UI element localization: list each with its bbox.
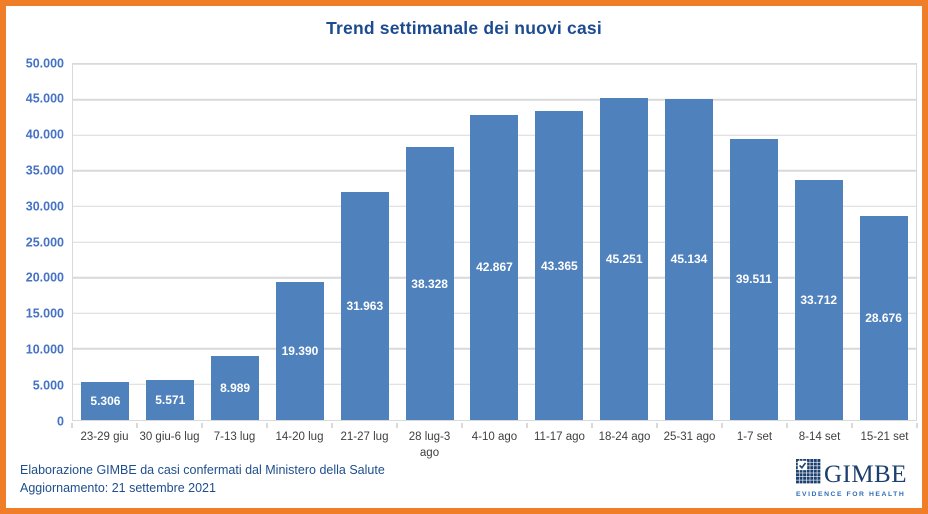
y-tick-label: 30.000 (25, 198, 64, 213)
y-tick-label: 25.000 (25, 234, 64, 249)
bar-25-31 ago: 45.134 (665, 98, 713, 420)
x-axis-tick (916, 422, 918, 428)
bar-slot: 42.867 (462, 64, 527, 420)
x-category-label: 15-21 set (860, 431, 909, 443)
bars: 5.306 5.571 8.989 19.390 31.963 38.328 42.867 4… (73, 64, 916, 420)
y-tick-label: 35.000 (25, 163, 64, 178)
x-axis-tick (136, 422, 138, 428)
bar-value-label: 45.134 (670, 252, 708, 267)
gimbe-logo: GIMBE EVIDENCE FOR HEALTH (795, 459, 907, 498)
bar-28 lug-3 ago: 38.328 (405, 147, 454, 420)
bar-value-label: 42.867 (476, 260, 513, 275)
y-tick-label: 15.000 (25, 306, 64, 321)
bar-value-label: 45.251 (605, 251, 643, 266)
x-axis-tick (721, 422, 723, 428)
bar-slot: 19.390 (268, 64, 333, 420)
bar-slot: 39.511 (721, 64, 786, 420)
x-axis-tick (526, 422, 528, 428)
x-category-label: 8-14 set (798, 431, 841, 443)
x-category-label: 28 lug-3 ago (408, 431, 451, 459)
x-axis-tick (71, 422, 73, 428)
y-tick-label: 20.000 (25, 270, 64, 285)
bar-14-20 lug: 19.390 (275, 281, 324, 420)
x-category-label: 14-20 lug (275, 431, 324, 443)
x-axis-tick (591, 422, 593, 428)
bar-slot: 45.134 (657, 64, 722, 420)
chart-title: Trend settimanale dei nuovi casi (326, 18, 602, 38)
bar-slot: 5.306 (73, 64, 138, 420)
x-axis-tick (201, 422, 203, 428)
bar-slot: 31.963 (332, 64, 397, 420)
bar-18-24 ago: 45.251 (600, 97, 649, 420)
bar-slot: 45.251 (592, 64, 657, 420)
x-category-label: 21-27 lug (340, 431, 389, 443)
x-category-label: 4-10 ago (471, 431, 518, 443)
x-axis-tick (656, 422, 658, 428)
bar-30 giu-6 lug: 5.571 (146, 380, 195, 420)
x-category-label: 11-17 ago (534, 431, 585, 443)
gridline (73, 98, 916, 101)
y-tick-label: 45.000 (25, 91, 64, 106)
x-axis-ticks (71, 422, 918, 428)
x-category-label: 7-13 lug (213, 431, 256, 443)
bar-4-10 ago: 42.867 (470, 114, 519, 420)
bar-value-label: 28.676 (865, 310, 902, 325)
y-tick-label: 10.000 (25, 342, 64, 357)
bar-7-13 lug: 8.989 (211, 356, 260, 420)
x-category-label: 23-29 giu (80, 431, 129, 443)
bar-8-14 set: 33.712 (794, 179, 843, 420)
footer-source-line: Elaborazione GIMBE da casi confermati da… (20, 462, 385, 477)
y-tick-label: 40.000 (25, 127, 64, 142)
bar-slot: 28.676 (851, 64, 916, 420)
x-axis-tick (786, 422, 788, 428)
bar-value-label: 39.511 (735, 272, 772, 287)
y-tick-label: 5.000 (32, 377, 64, 392)
x-axis-tick (396, 422, 398, 428)
y-tick-label: 0 (57, 413, 64, 428)
x-axis-tick (266, 422, 268, 428)
gimbe-logo-tagline: EVIDENCE FOR HEALTH (795, 491, 906, 498)
gimbe-logo-name: GIMBE (823, 460, 907, 488)
gimbe-logo-row: GIMBE (795, 459, 907, 489)
y-tick-label: 50.000 (25, 55, 64, 70)
x-axis-tick (851, 422, 853, 428)
bar-value-label: 38.328 (411, 276, 448, 291)
x-axis-tick (461, 422, 463, 428)
bar-value-label: 5.571 (155, 393, 186, 408)
bar-slot: 38.328 (397, 64, 462, 420)
x-category-label: 18-24 ago (598, 431, 651, 443)
bar-slot: 33.712 (786, 64, 851, 420)
bar-15-21 set: 28.676 (859, 215, 908, 420)
bar-value-label: 33.712 (800, 292, 838, 307)
bar-slot: 43.365 (527, 64, 592, 420)
bar-value-label: 43.365 (540, 258, 578, 273)
footer: Elaborazione GIMBE da casi confermati da… (20, 461, 385, 497)
bar-1-7 set: 39.511 (729, 138, 778, 420)
y-axis-labels: 0 5.000 10.000 15.000 20.000 25.000 30.000 35.0… (6, 57, 64, 427)
x-category-label: 30 giu-6 lug (139, 431, 200, 443)
bar-value-label: 31.963 (346, 299, 384, 314)
x-category-label: 25-31 ago (663, 431, 716, 443)
x-axis-labels: 23-29 giu 30 giu-6 lug 7-13 lug 14-20 lug 21… (72, 430, 917, 461)
x-axis-tick (331, 422, 333, 428)
x-category-label: 1-7 set (736, 431, 773, 443)
gimbe-mosaic-icon (795, 459, 821, 489)
bar-23-29 giu: 5.306 (81, 382, 130, 420)
plot-area: 5.306 5.571 8.989 19.390 31.963 38.328 42.867 4… (72, 63, 917, 421)
bar-value-label: 19.390 (281, 343, 319, 358)
bar-value-label: 8.989 (220, 381, 251, 395)
bar-slot: 8.989 (203, 64, 268, 420)
gridline (73, 63, 916, 65)
bar-slot: 5.571 (138, 64, 203, 420)
bar-21-27 lug: 31.963 (340, 192, 389, 420)
bar-11-17 ago: 43.365 (535, 111, 584, 420)
footer-update-line: Aggiornamento: 21 settembre 2021 (20, 480, 216, 495)
bar-value-label: 5.306 (90, 394, 121, 409)
